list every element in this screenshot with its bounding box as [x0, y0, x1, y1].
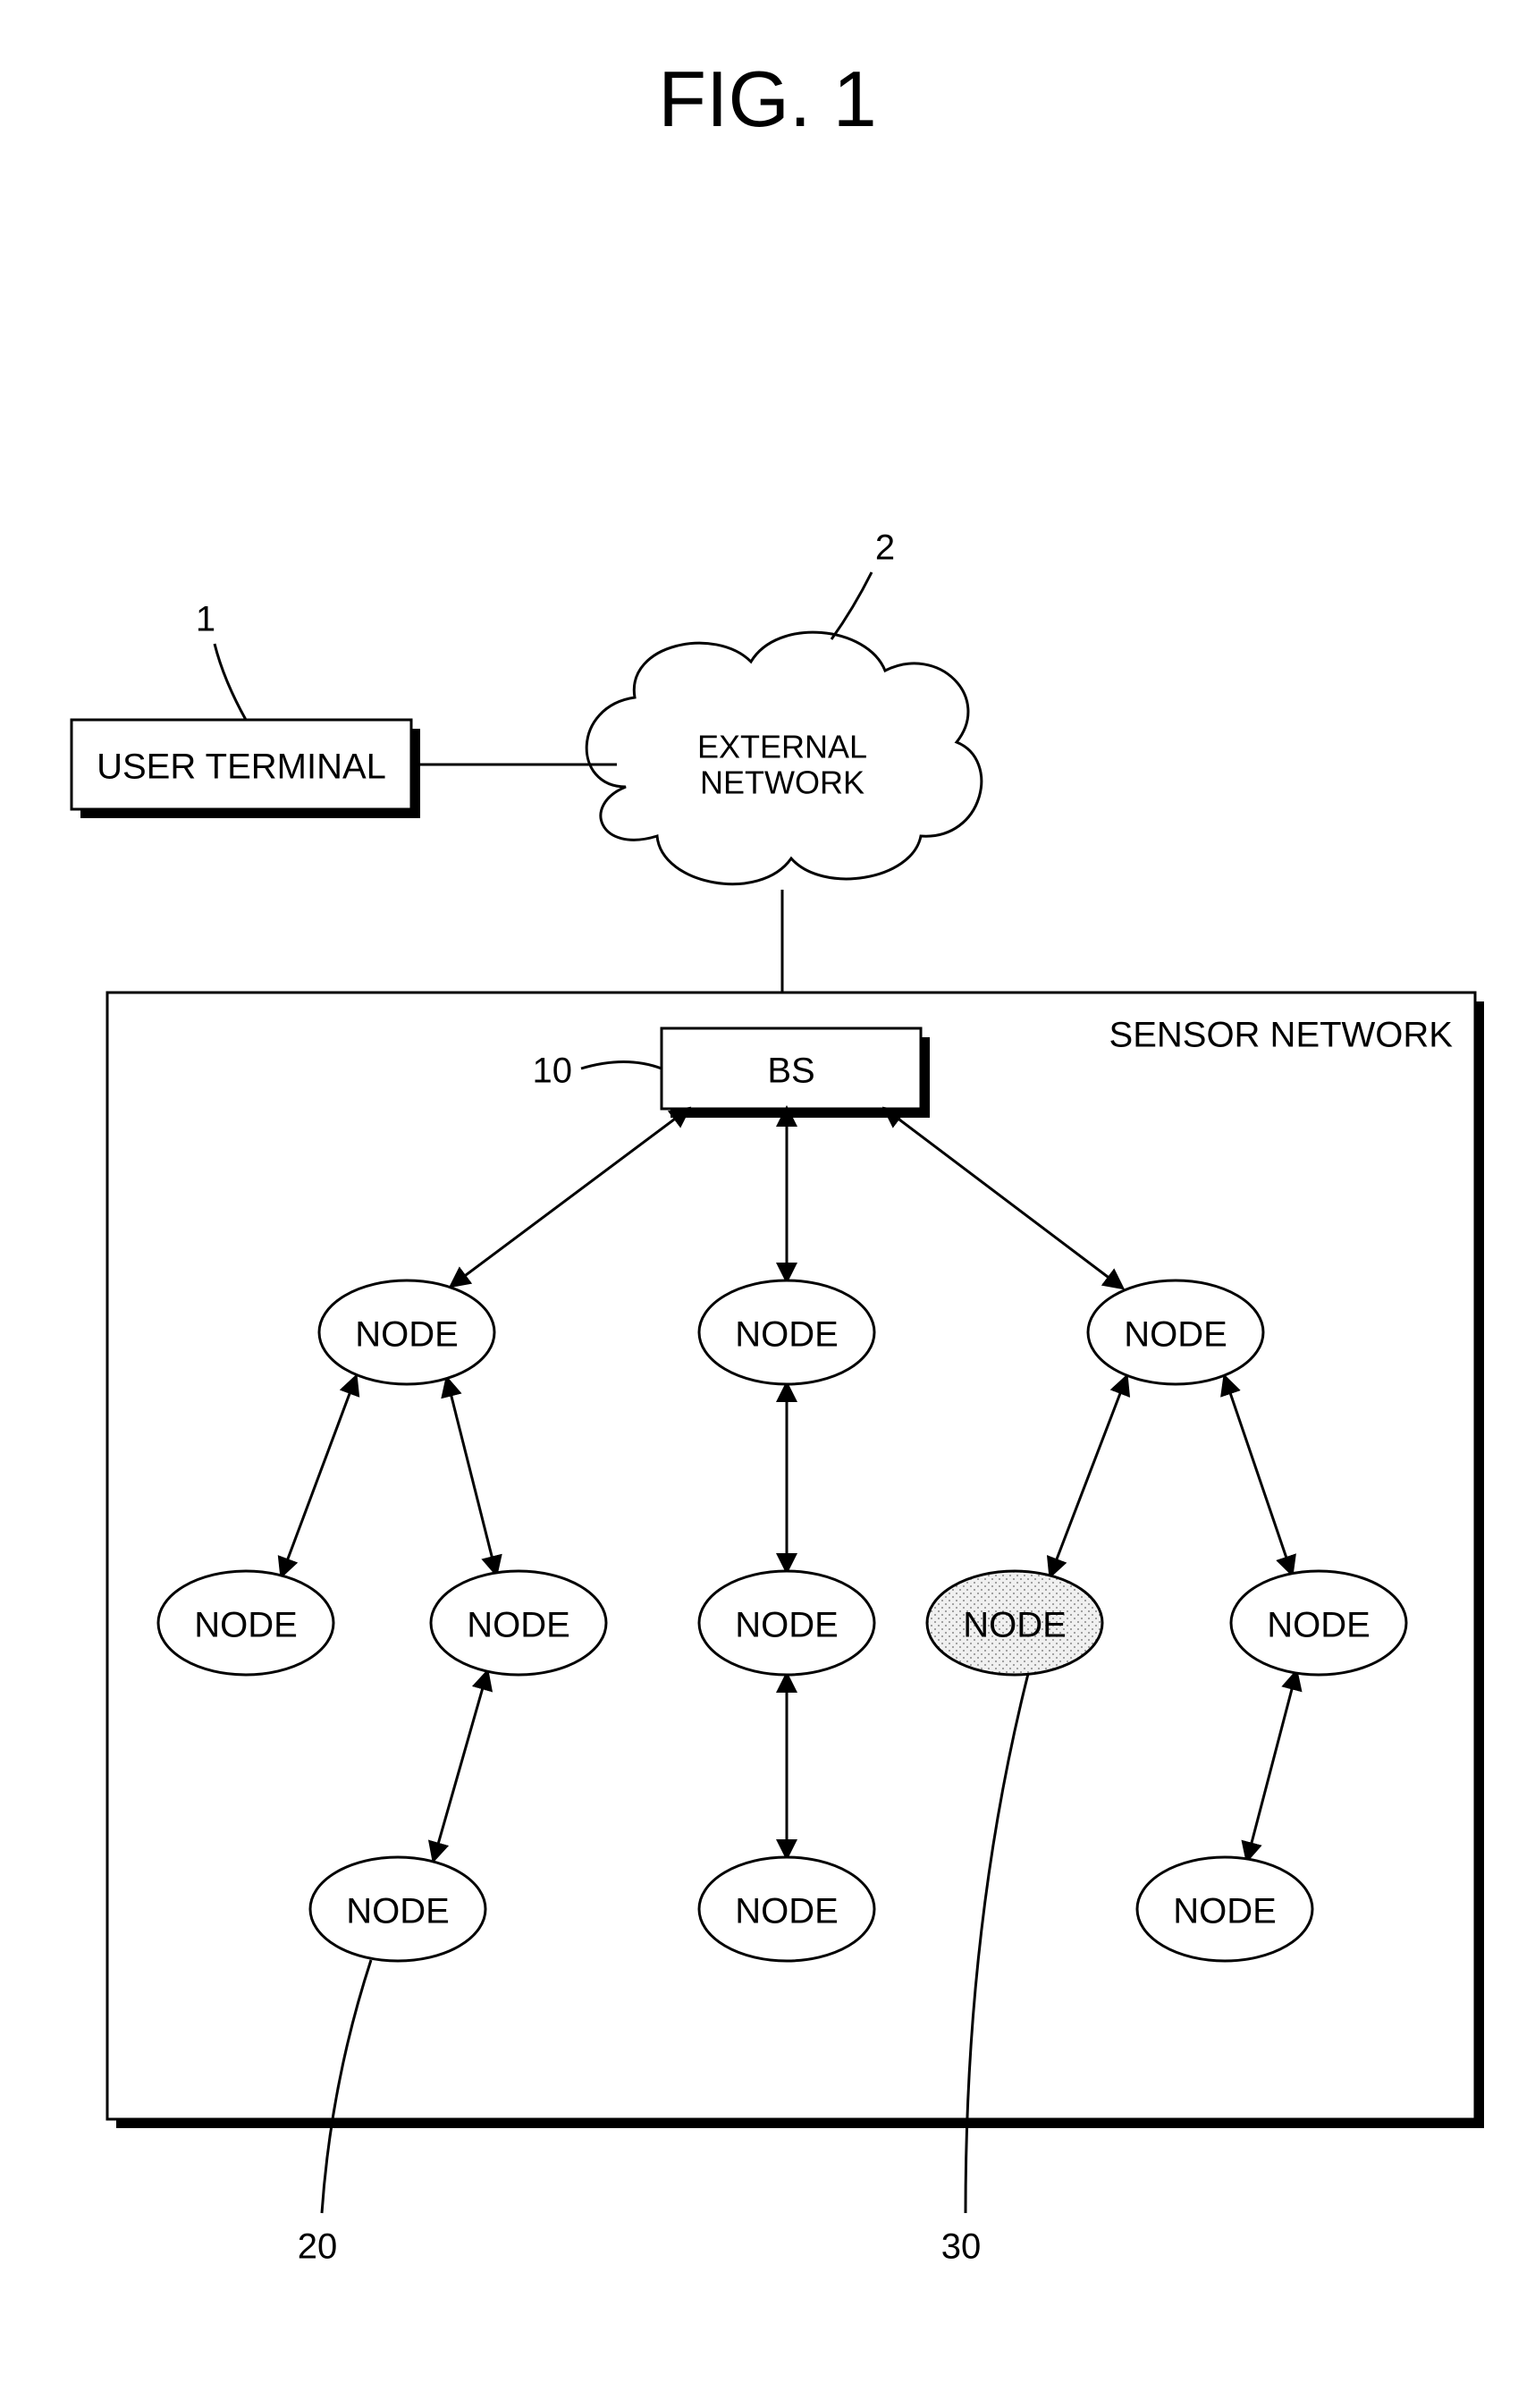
- svg-text:2: 2: [875, 528, 895, 568]
- svg-text:NODE: NODE: [735, 1892, 839, 1931]
- svg-text:NODE: NODE: [963, 1606, 1067, 1645]
- reference-2: 2: [831, 528, 895, 639]
- svg-text:30: 30: [941, 2227, 982, 2267]
- user-terminal-box: USER TERMINAL: [72, 720, 420, 818]
- svg-text:20: 20: [298, 2227, 338, 2267]
- node-l3b: NODE: [699, 1857, 874, 1961]
- svg-text:NODE: NODE: [1173, 1892, 1277, 1931]
- sensor-network-label: SENSOR NETWORK: [1109, 1016, 1454, 1055]
- node-l1c: NODE: [1088, 1280, 1263, 1384]
- node-l2a: NODE: [158, 1571, 333, 1675]
- node-l2d-hatched: NODE: [927, 1571, 1102, 1675]
- svg-text:NODE: NODE: [194, 1606, 298, 1645]
- external-network-cloud: EXTERNAL NETWORK: [586, 632, 982, 884]
- bs-label: BS: [767, 1052, 814, 1091]
- diagram-svg: USER TERMINAL EXTERNAL NETWORK SENSOR NE…: [0, 0, 1535, 2408]
- svg-text:NODE: NODE: [467, 1606, 570, 1645]
- reference-1: 1: [196, 600, 246, 720]
- svg-text:10: 10: [533, 1052, 573, 1091]
- node-l2c: NODE: [699, 1571, 874, 1675]
- svg-text:NODE: NODE: [355, 1315, 459, 1355]
- user-terminal-label: USER TERMINAL: [97, 748, 386, 787]
- bs-box: BS: [662, 1028, 930, 1118]
- node-l3c: NODE: [1137, 1857, 1312, 1961]
- node-l2b: NODE: [431, 1571, 606, 1675]
- node-l2e: NODE: [1231, 1571, 1406, 1675]
- node-l3a: NODE: [310, 1857, 485, 1961]
- svg-text:NODE: NODE: [1267, 1606, 1371, 1645]
- svg-text:1: 1: [196, 600, 215, 639]
- page: FIG. 1 USER TERMINAL EXTERNAL NET: [0, 0, 1535, 2408]
- svg-text:NODE: NODE: [735, 1315, 839, 1355]
- external-network-label-2: NETWORK: [700, 765, 864, 801]
- node-l1a: NODE: [319, 1280, 494, 1384]
- external-network-label-1: EXTERNAL: [697, 729, 867, 765]
- svg-text:NODE: NODE: [1124, 1315, 1227, 1355]
- node-l1b: NODE: [699, 1280, 874, 1384]
- svg-text:NODE: NODE: [346, 1892, 450, 1931]
- svg-text:NODE: NODE: [735, 1606, 839, 1645]
